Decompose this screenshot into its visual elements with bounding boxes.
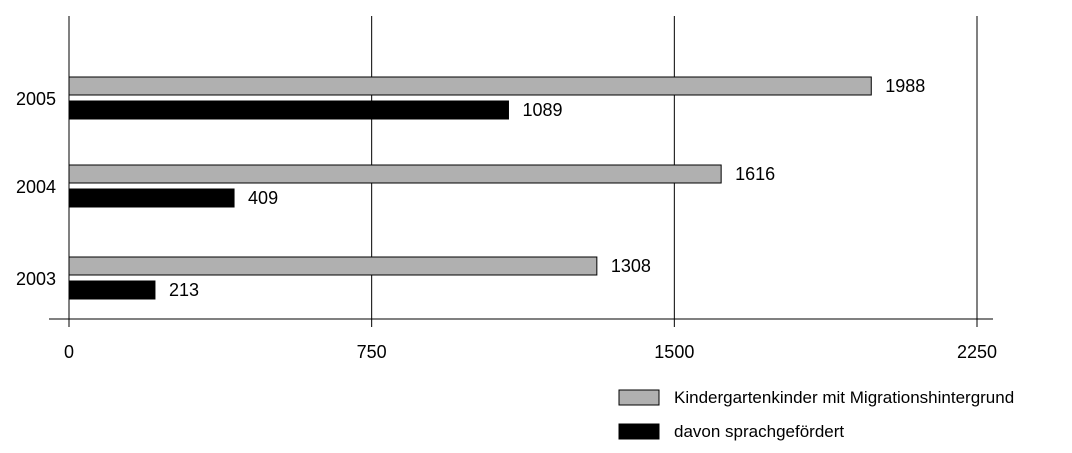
bar-2003-series-1 <box>68 256 598 276</box>
value-label-2004-series-1: 1616 <box>735 164 775 184</box>
x-tick-label-2250: 2250 <box>957 342 997 362</box>
legend-label-1: Kindergartenkinder mit Migrationshinterg… <box>674 388 1014 407</box>
x-tick-label-750: 750 <box>357 342 387 362</box>
value-label-2003-series-2: 213 <box>169 280 199 300</box>
x-tick-label-1500: 1500 <box>654 342 694 362</box>
legend-swatch-2 <box>618 423 660 440</box>
value-label-2005-series-2: 1089 <box>522 100 562 120</box>
x-axis: 0 750 1500 2250 <box>49 318 997 362</box>
category-label-2003: 2003 <box>16 269 56 289</box>
bar-2004-series-2 <box>68 188 235 208</box>
bars: 1988 1089 1616 409 1308 213 <box>68 76 925 300</box>
category-label-2004: 2004 <box>16 177 56 197</box>
legend-swatch-1 <box>618 389 660 406</box>
x-tick-label-0: 0 <box>64 342 74 362</box>
value-label-2005-series-1: 1988 <box>885 76 925 96</box>
bar-2003-series-2 <box>68 280 156 300</box>
bar-2005-series-2 <box>68 100 509 120</box>
value-label-2003-series-1: 1308 <box>611 256 651 276</box>
legend: Kindergartenkinder mit Migrationshinterg… <box>618 388 1014 441</box>
category-label-2005: 2005 <box>16 89 56 109</box>
legend-label-2: davon sprachgefördert <box>674 422 844 441</box>
category-labels: 2005 2004 2003 <box>16 89 56 289</box>
bar-2004-series-1 <box>68 164 722 184</box>
value-label-2004-series-2: 409 <box>248 188 278 208</box>
bar-2005-series-1 <box>68 76 872 96</box>
